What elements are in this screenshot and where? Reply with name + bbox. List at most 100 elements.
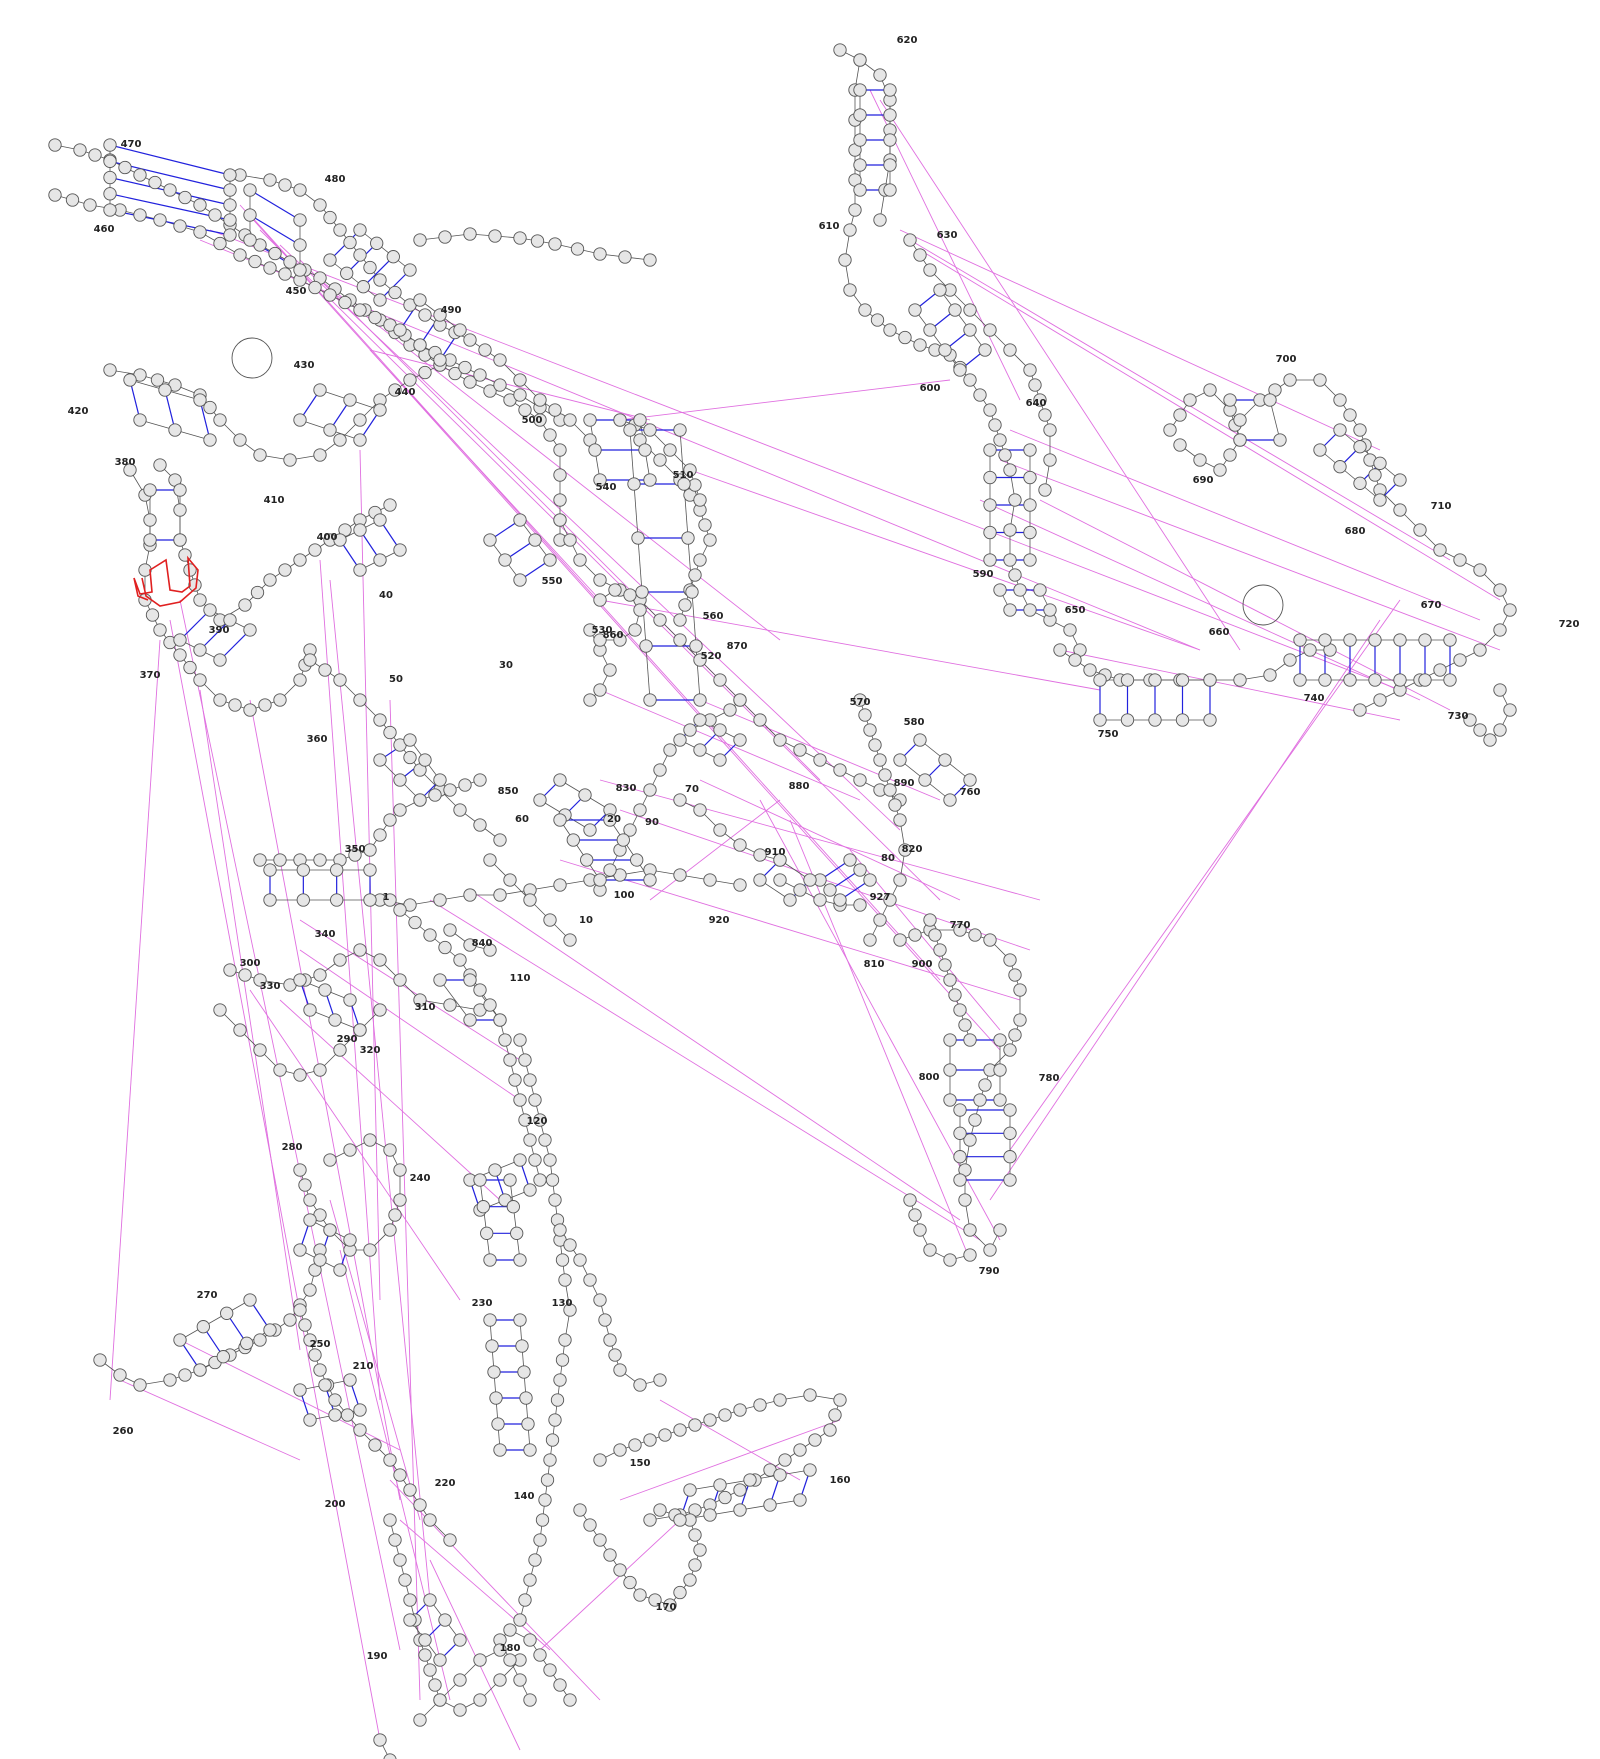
nucleotide xyxy=(1353,476,1367,490)
nucleotide xyxy=(533,1533,547,1547)
nucleotide xyxy=(688,1528,702,1542)
nucleotide xyxy=(1003,343,1017,357)
nucleotide xyxy=(483,1313,497,1327)
nucleotide xyxy=(753,873,767,887)
nucleotide xyxy=(523,1073,537,1087)
position-label: 530 xyxy=(592,625,613,636)
nucleotide xyxy=(533,793,547,807)
nucleotide xyxy=(303,1193,317,1207)
nucleotide xyxy=(903,1193,917,1207)
nucleotide xyxy=(453,1633,467,1647)
nucleotide xyxy=(1068,653,1082,667)
nucleotide xyxy=(1473,643,1487,657)
nucleotide xyxy=(353,433,367,447)
nucleotide xyxy=(653,613,667,627)
nucleotide xyxy=(803,873,817,887)
stem-strand xyxy=(439,979,471,1021)
nucleotide xyxy=(273,693,287,707)
nucleotide xyxy=(383,1453,397,1467)
stem-strand xyxy=(939,289,986,351)
nucleotide xyxy=(503,873,517,887)
nucleotide xyxy=(553,878,567,892)
nucleotide xyxy=(703,873,717,887)
nucleotide xyxy=(488,229,502,243)
nucleotide xyxy=(563,413,577,427)
nucleotide xyxy=(313,383,327,397)
nucleotide xyxy=(403,750,417,765)
position-label: 550 xyxy=(542,576,563,587)
nucleotide xyxy=(543,1663,557,1677)
nucleotide xyxy=(555,1253,570,1267)
position-label: 400 xyxy=(317,532,338,543)
nucleotide xyxy=(1313,443,1327,457)
nucleotide xyxy=(1003,463,1017,477)
nucleotide xyxy=(313,198,327,212)
nucleotide xyxy=(353,248,367,262)
nucleotide xyxy=(373,1003,387,1017)
pseudoknot-line xyxy=(919,249,1501,601)
nucleotide xyxy=(978,1078,992,1092)
nucleotide xyxy=(258,698,272,712)
nucleotide xyxy=(923,263,937,277)
nucleotide xyxy=(693,493,707,507)
nucleotide xyxy=(1013,583,1027,597)
position-label: 110 xyxy=(510,973,531,984)
nucleotide xyxy=(563,1238,577,1252)
nucleotide xyxy=(333,533,347,547)
nucleotide xyxy=(308,280,322,295)
nucleotide xyxy=(313,968,327,982)
position-label: 370 xyxy=(140,670,161,681)
position-label: 140 xyxy=(514,1491,535,1502)
nucleotide xyxy=(243,1293,257,1307)
nucleotide xyxy=(373,713,387,727)
nucleotide xyxy=(273,853,287,867)
position-label: 720 xyxy=(1559,619,1580,630)
nucleotide xyxy=(243,233,257,247)
nucleotide xyxy=(188,578,202,592)
nucleotide xyxy=(353,693,367,707)
nucleotide xyxy=(193,593,207,607)
nucleotide xyxy=(545,1433,560,1447)
base-pair-line xyxy=(362,256,394,288)
nucleotide xyxy=(368,310,382,325)
nucleotide xyxy=(853,108,867,122)
nucleotide xyxy=(1223,448,1237,462)
nucleotide xyxy=(963,373,977,387)
nucleotide xyxy=(1003,953,1017,967)
position-label: 540 xyxy=(596,482,617,493)
nucleotide xyxy=(948,988,962,1002)
nucleotide xyxy=(493,1643,507,1657)
nucleotide xyxy=(1343,633,1357,647)
nucleotide xyxy=(713,673,727,687)
nucleotide xyxy=(433,308,447,322)
nucleotide xyxy=(383,893,397,907)
nucleotide xyxy=(833,893,847,907)
nucleotide xyxy=(633,1588,647,1602)
pseudoknot-line xyxy=(539,1519,681,1651)
nucleotide xyxy=(1353,423,1367,437)
nucleotide xyxy=(1473,723,1487,737)
nucleotide xyxy=(1493,683,1507,697)
nucleotide xyxy=(413,293,427,307)
nucleotide xyxy=(1038,483,1052,497)
nucleotide xyxy=(403,373,417,387)
nucleotide xyxy=(627,477,641,491)
nucleotide xyxy=(83,198,97,212)
pseudoknot-line xyxy=(119,1379,301,1461)
position-label: 40 xyxy=(379,590,393,601)
nucleotide xyxy=(658,1428,672,1442)
nucleotide xyxy=(563,933,577,947)
nucleotide xyxy=(153,623,167,637)
nucleotide xyxy=(663,743,677,757)
nucleotide xyxy=(353,303,367,317)
nucleotide xyxy=(533,393,547,407)
nucleotide xyxy=(993,433,1007,447)
nucleotide xyxy=(533,1113,547,1127)
nucleotide xyxy=(493,1443,507,1457)
nucleotide xyxy=(1493,623,1507,637)
nucleotide xyxy=(443,998,457,1012)
base-pair-line xyxy=(109,144,231,176)
nucleotide xyxy=(918,773,932,787)
nucleotide xyxy=(518,1113,532,1127)
nucleotide xyxy=(718,1408,732,1422)
